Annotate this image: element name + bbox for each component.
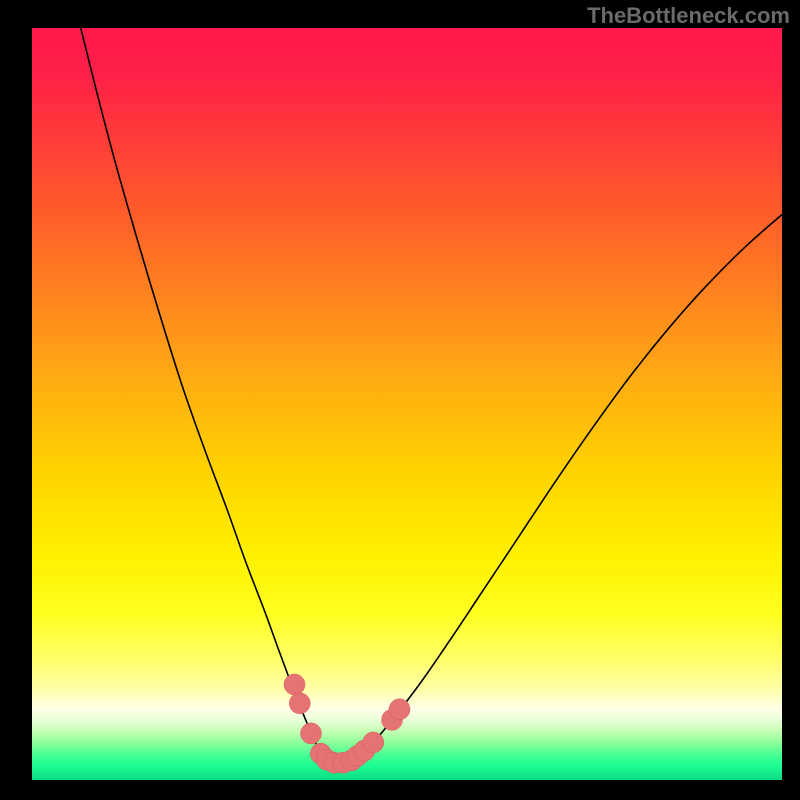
marker-point xyxy=(363,732,384,753)
plot-background xyxy=(32,28,782,780)
figure-container: TheBottleneck.com xyxy=(0,0,800,800)
marker-point xyxy=(284,674,305,695)
plot-area xyxy=(32,28,782,780)
marker-point xyxy=(389,699,410,720)
marker-point xyxy=(301,723,322,744)
marker-point xyxy=(289,693,310,714)
watermark-text: TheBottleneck.com xyxy=(587,3,790,29)
plot-svg xyxy=(32,28,782,780)
